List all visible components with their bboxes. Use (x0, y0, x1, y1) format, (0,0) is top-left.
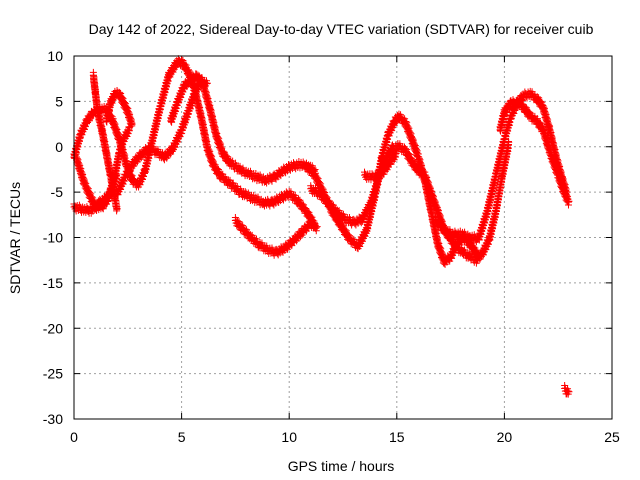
data-point (312, 227, 320, 235)
data-point (361, 232, 369, 240)
data-points (70, 55, 573, 398)
data-point (268, 177, 276, 185)
data-point (125, 127, 133, 135)
x-tick-label: 5 (178, 429, 186, 445)
y-tick-label: -25 (43, 366, 63, 382)
data-point (169, 68, 177, 76)
data-point (358, 237, 366, 245)
data-point (363, 210, 371, 218)
chart-title: Day 142 of 2022, Sidereal Day-to-day VTE… (89, 21, 594, 37)
data-point (185, 80, 193, 88)
data-point (123, 172, 131, 180)
data-point (128, 120, 136, 128)
y-tick-label: -15 (43, 275, 63, 291)
y-tick-label: 10 (47, 48, 63, 64)
x-tick-label: 20 (497, 429, 513, 445)
y-tick-label: -20 (43, 320, 63, 336)
y-tick-label: -5 (51, 184, 64, 200)
data-point (360, 215, 368, 223)
data-point (365, 205, 373, 213)
x-tick-label: 10 (281, 429, 297, 445)
data-point (356, 242, 364, 250)
data-point (117, 185, 125, 193)
x-tick-label: 15 (389, 429, 405, 445)
y-tick-label: -30 (43, 411, 63, 427)
data-point (137, 154, 145, 162)
data-point (113, 204, 121, 212)
data-point (172, 63, 180, 71)
x-tick-label: 25 (604, 429, 620, 445)
y-tick-label: -10 (43, 230, 63, 246)
data-point (114, 191, 122, 199)
data-point (123, 133, 131, 141)
data-point (119, 180, 127, 188)
data-point (171, 143, 179, 151)
y-tick-label: 5 (55, 93, 63, 109)
data-point (297, 233, 305, 241)
data-point (176, 133, 184, 141)
y-tick-label: 0 (55, 139, 63, 155)
data-point (313, 223, 321, 231)
data-point (174, 138, 182, 146)
data-point (166, 73, 174, 81)
data-point (124, 130, 132, 138)
data-point (357, 219, 365, 227)
data-point (393, 147, 401, 155)
data-point (113, 170, 121, 178)
data-point (120, 177, 128, 185)
x-tick-label: 0 (70, 429, 78, 445)
data-point (392, 153, 400, 161)
data-point (127, 167, 135, 175)
